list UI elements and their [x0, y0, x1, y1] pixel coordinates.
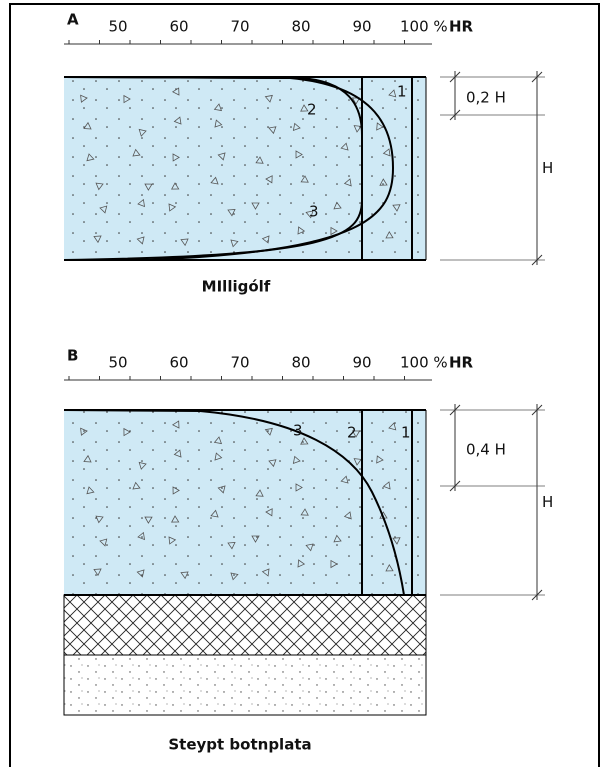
curve-label: 1	[401, 424, 411, 442]
curve-label: 2	[347, 424, 357, 442]
scale-end: 100 %	[400, 354, 448, 372]
scale-end: 100 %	[400, 18, 448, 36]
curve-label: 3	[309, 203, 319, 221]
gravel	[64, 655, 426, 715]
curve-label: 2	[307, 101, 317, 119]
scale-label: 50	[108, 354, 127, 372]
concrete-dots	[64, 410, 426, 595]
curve-label: 3	[293, 422, 303, 440]
insulation	[64, 595, 426, 655]
scale-label: 70	[230, 18, 249, 36]
zone-label: 0,4 H	[466, 441, 506, 459]
scale-unit: HR	[449, 18, 474, 36]
scale-label: 80	[291, 18, 310, 36]
scale-label: 90	[352, 18, 371, 36]
zone-label: 0,2 H	[466, 89, 506, 107]
panel-label: B	[67, 347, 78, 365]
scale-unit: HR	[449, 354, 474, 372]
scale-label: 60	[169, 18, 188, 36]
height-label: H	[542, 159, 553, 177]
scale-label: 80	[291, 354, 310, 372]
panel-label: A	[67, 11, 79, 29]
curve-label: 1	[397, 83, 407, 101]
height-label: H	[542, 493, 553, 511]
figure: A5060708090100 %HR1230,2 HHMIlligólfB506…	[0, 0, 607, 767]
concrete-dots	[64, 77, 426, 260]
caption: MIlligólf	[202, 278, 271, 296]
scale-label: 50	[108, 18, 127, 36]
scale-label: 70	[230, 354, 249, 372]
scale-label: 60	[169, 354, 188, 372]
scale-label: 90	[352, 354, 371, 372]
caption: Steypt botnplata	[168, 736, 311, 754]
